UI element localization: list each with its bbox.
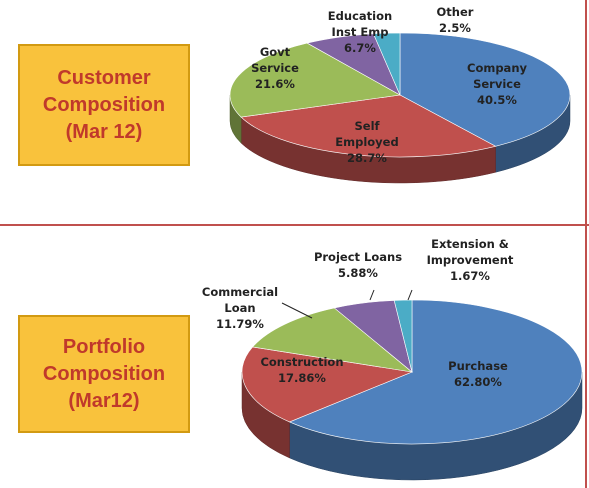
leader-line <box>407 289 413 301</box>
slice-label: Inst Emp <box>332 25 389 39</box>
pie-slice <box>393 299 413 373</box>
pie-slice <box>252 307 414 373</box>
slice-value-label: 17.86% <box>278 371 326 385</box>
title-line: (Mar 12) <box>65 120 143 143</box>
title-line: Customer <box>57 66 151 89</box>
slice-label: Self <box>354 119 380 133</box>
right-border <box>585 0 587 488</box>
slice-label: Education <box>328 9 392 23</box>
slice-label: Project Loans <box>314 250 402 264</box>
portfolio-composition-title: Portfolio Composition (Mar12) <box>18 315 190 433</box>
slice-value-label: 5.88% <box>338 266 378 280</box>
pie-slice <box>241 346 414 423</box>
slice-value-label: 11.79% <box>216 317 264 331</box>
slice-label: Loan <box>224 301 255 315</box>
slice-label: Employed <box>335 135 398 149</box>
title-line: Composition <box>42 93 166 116</box>
slice-value-label: 6.7% <box>344 41 376 55</box>
pie-slice <box>229 42 401 118</box>
title-line: (Mar12) <box>68 389 140 412</box>
slice-value-label: 1.67% <box>450 269 490 283</box>
slice-value-label: 62.80% <box>454 375 502 389</box>
customer-composition-title: Customer Composition (Mar 12) <box>18 44 190 166</box>
section-divider <box>0 224 589 226</box>
pie-chart-2: Purchase 62.80% Construction 17.86% Commerci… <box>202 237 583 481</box>
slice-label: Service <box>251 61 299 75</box>
slice-label: Commercial <box>202 285 278 299</box>
leader-line <box>281 302 313 319</box>
leader-line <box>369 289 375 301</box>
slice-label: Other <box>437 5 474 19</box>
slice-value-label: 21.6% <box>255 77 295 91</box>
slice-label: Service <box>473 77 521 91</box>
slice-label: Construction <box>260 355 343 369</box>
pie-slice <box>288 299 583 445</box>
slice-label: Purchase <box>448 359 508 373</box>
pie-chart-1: Company Service 40.5% Self Employed 28.7% Govt… <box>229 5 571 184</box>
pie-slice <box>240 94 497 158</box>
pie-slice <box>372 32 401 96</box>
slice-value-label: 2.5% <box>439 21 471 35</box>
title-line: Portfolio <box>62 335 146 358</box>
slice-label: Improvement <box>427 253 514 267</box>
slice-label: Extension & <box>431 237 509 251</box>
title-line: Composition <box>42 362 166 385</box>
slice-label: Company <box>467 61 528 75</box>
slice-value-label: 40.5% <box>477 93 517 107</box>
slice-label: Govt <box>260 45 291 59</box>
slice-value-label: 28.7% <box>347 151 387 165</box>
pie-slice <box>399 32 571 147</box>
